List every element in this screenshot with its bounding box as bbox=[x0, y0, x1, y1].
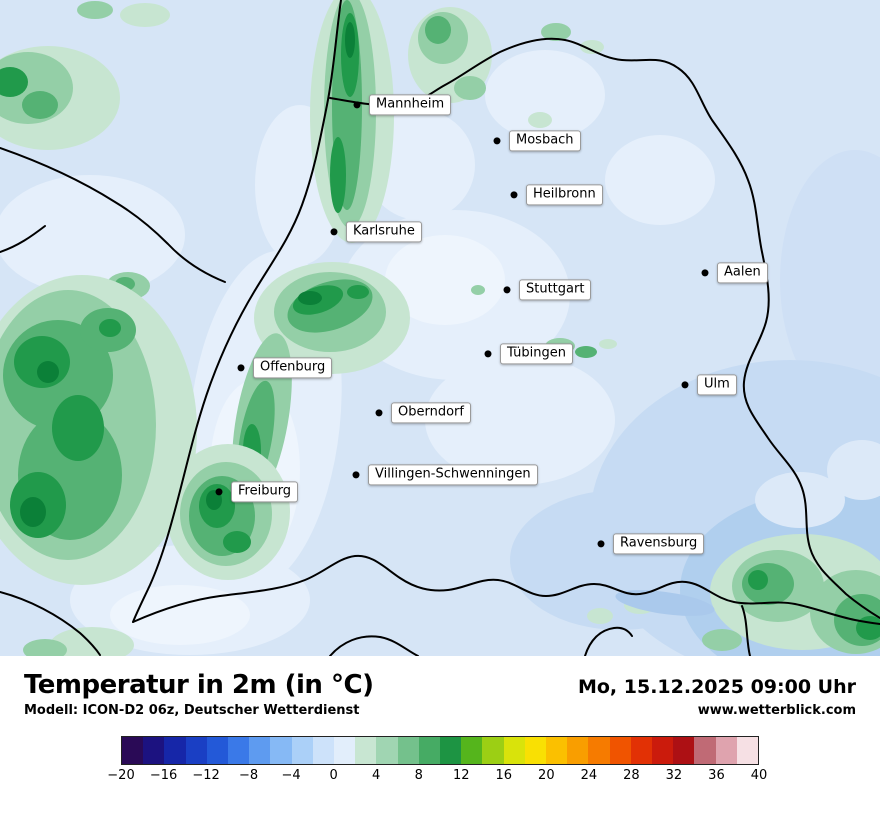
legend-color-segment bbox=[652, 737, 674, 764]
city-label: Ravensburg bbox=[613, 533, 705, 555]
legend-color-segment bbox=[312, 737, 335, 764]
city-dot bbox=[375, 409, 383, 417]
legend-color-segment bbox=[609, 737, 631, 764]
legend-ticks: −20 −16 −12 −8 −4 0 4 8 12 16 20 24 28 32 36 40 bbox=[107, 768, 767, 788]
city-label: Mannheim bbox=[369, 94, 452, 116]
city-dot bbox=[237, 364, 245, 372]
city-label: Karlsruhe bbox=[346, 221, 422, 243]
legend-color-segment bbox=[736, 737, 759, 764]
legend-color-segment bbox=[355, 737, 377, 764]
city-marker-t-bingen: Tübingen bbox=[484, 343, 573, 365]
legend-tick-label: −4 bbox=[281, 768, 301, 783]
legend-color-segment bbox=[291, 737, 313, 764]
legend-color-segment bbox=[143, 737, 165, 764]
legend-color-segment bbox=[206, 737, 229, 764]
city-label: Heilbronn bbox=[526, 184, 603, 206]
legend-color-segment bbox=[334, 737, 356, 764]
legend-tick-label: 36 bbox=[708, 768, 725, 783]
legend-color-segment bbox=[376, 737, 398, 764]
legend-tick-label: 8 bbox=[414, 768, 423, 783]
city-layer: Mannheim Mosbach Heilbronn Karlsruhe Stuttga… bbox=[215, 94, 768, 555]
city-dot bbox=[352, 471, 360, 479]
legend-tick-label: 4 bbox=[372, 768, 381, 783]
legend-tick-label: −16 bbox=[149, 768, 178, 783]
city-dot bbox=[215, 488, 223, 496]
legend-color-segment bbox=[164, 737, 186, 764]
city-dot bbox=[484, 350, 492, 358]
legend-tick-label: 40 bbox=[750, 768, 768, 783]
forecast-datetime: Mo, 15.12.2025 09:00 Uhr bbox=[577, 676, 856, 698]
city-dot bbox=[597, 540, 605, 548]
legend-tick-label: 12 bbox=[452, 768, 470, 783]
city-label: Ulm bbox=[697, 374, 737, 396]
city-dot bbox=[681, 381, 689, 389]
map-title: Temperatur in 2m (in °C) bbox=[24, 670, 374, 700]
city-marker-ravensburg: Ravensburg bbox=[597, 533, 705, 555]
legend-color-segment bbox=[418, 737, 441, 764]
city-label: Villingen-Schwenningen bbox=[368, 464, 538, 486]
city-label: Aalen bbox=[717, 262, 768, 284]
legend-color-segment bbox=[546, 737, 568, 764]
website-label: www.wetterblick.com bbox=[697, 703, 856, 718]
legend-bar bbox=[121, 736, 759, 765]
legend-color-segment bbox=[397, 737, 419, 764]
city-dot bbox=[330, 228, 338, 236]
city-marker-mannheim: Mannheim bbox=[353, 94, 452, 116]
city-label: Stuttgart bbox=[519, 279, 592, 301]
legend-color-segment bbox=[185, 737, 207, 764]
city-marker-stuttgart: Stuttgart bbox=[503, 279, 592, 301]
legend-color-segment bbox=[524, 737, 547, 764]
legend-color-segment bbox=[694, 737, 716, 764]
city-marker-karlsruhe: Karlsruhe bbox=[330, 221, 422, 243]
legend-color-segment bbox=[715, 737, 737, 764]
city-label: Offenburg bbox=[253, 357, 333, 379]
city-marker-aalen: Aalen bbox=[701, 262, 768, 284]
city-marker-oberndorf: Oberndorf bbox=[375, 402, 471, 424]
legend-color-segment bbox=[270, 737, 292, 764]
legend-color-segment bbox=[440, 737, 462, 764]
city-dot bbox=[701, 269, 709, 277]
city-label: Oberndorf bbox=[391, 402, 471, 424]
legend-color-segment bbox=[228, 737, 250, 764]
legend-tick-label: 0 bbox=[329, 768, 338, 783]
city-dot bbox=[503, 286, 511, 294]
legend-color-segment bbox=[482, 737, 504, 764]
legend-color-segment bbox=[503, 737, 525, 764]
city-label: Freiburg bbox=[231, 481, 299, 503]
city-marker-villingen-schwenningen: Villingen-Schwenningen bbox=[352, 464, 538, 486]
city-label: Mosbach bbox=[509, 130, 581, 152]
legend-tick-label: 24 bbox=[580, 768, 598, 783]
model-info: Modell: ICON-D2 06z, Deutscher Wetterdie… bbox=[24, 703, 360, 718]
legend-color-segment bbox=[567, 737, 589, 764]
legend-color-segment bbox=[461, 737, 483, 764]
city-marker-heilbronn: Heilbronn bbox=[510, 184, 603, 206]
city-dot bbox=[493, 137, 501, 145]
temperature-legend: −20 −16 −12 −8 −4 0 4 8 12 16 20 24 28 32 36 40 bbox=[0, 736, 880, 788]
legend-tick-label: 16 bbox=[495, 768, 513, 783]
city-dot bbox=[510, 191, 518, 199]
legend-tick-label: 32 bbox=[665, 768, 683, 783]
legend-tick-label: −12 bbox=[192, 768, 220, 783]
legend-color-segment bbox=[122, 737, 144, 764]
city-marker-ulm: Ulm bbox=[681, 374, 737, 396]
city-marker-mosbach: Mosbach bbox=[493, 130, 581, 152]
city-marker-freiburg: Freiburg bbox=[215, 481, 299, 503]
legend-tick-label: 28 bbox=[623, 768, 640, 783]
legend-color-segment bbox=[588, 737, 610, 764]
info-panel: Temperatur in 2m (in °C) Mo, 15.12.2025 … bbox=[0, 656, 880, 830]
temperature-map: Mannheim Mosbach Heilbronn Karlsruhe Stuttga… bbox=[0, 0, 880, 656]
legend-color-segment bbox=[673, 737, 695, 764]
legend-tick-label: 20 bbox=[538, 768, 555, 783]
legend-tick-label: −20 bbox=[107, 768, 135, 783]
city-label: Tübingen bbox=[500, 343, 573, 365]
legend-color-segment bbox=[630, 737, 653, 764]
legend-color-segment bbox=[249, 737, 271, 764]
city-marker-offenburg: Offenburg bbox=[237, 357, 333, 379]
legend-tick-label: −8 bbox=[239, 768, 259, 783]
city-dot bbox=[353, 101, 361, 109]
